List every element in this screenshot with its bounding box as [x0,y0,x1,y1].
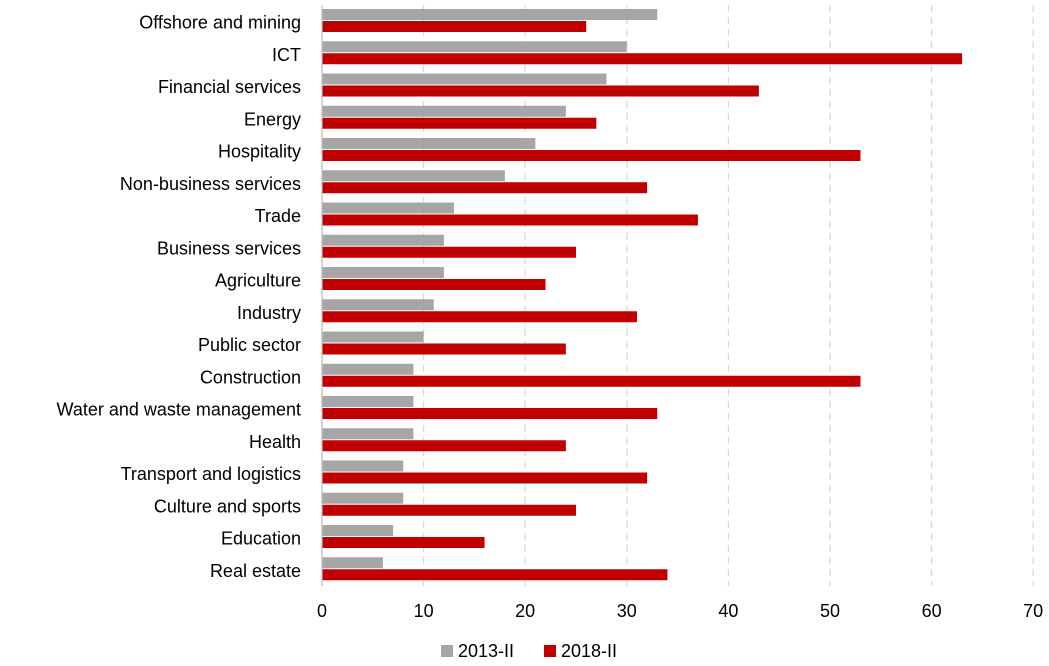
bar-2013-ii-industry [322,299,434,311]
bar-2018-ii-education [322,537,485,548]
bar-2018-ii-transport-and-logistics [322,472,648,484]
category-label-transport-and-logistics: Transport and logistics [121,464,301,484]
bar-2018-ii-energy [322,117,597,129]
bar-2013-ii-business-services [322,234,444,246]
bar-2013-ii-hospitality [322,138,536,149]
legend-label-2013-ii: 2013-II [458,641,514,661]
x-tick-60: 60 [922,601,942,621]
category-label-industry: Industry [237,303,301,323]
bar-2018-ii-financial-services [322,85,759,97]
category-label-construction: Construction [200,367,301,387]
category-labels: Offshore and mining ICT Financial services… [57,13,301,581]
category-label-water-and-waste-management: Water and waste management [57,400,301,420]
category-label-hospitality: Hospitality [218,142,301,162]
bar-2013-ii-real-estate [322,557,383,569]
bar-2018-ii-health [322,440,566,452]
bar-2018-ii-construction [322,375,861,387]
x-tick-0: 0 [317,601,327,621]
bar-2013-ii-ict [322,41,627,53]
category-label-business-services: Business services [157,238,301,258]
bar-2018-ii-culture-and-sports [322,504,576,516]
legend-label-2018-ii: 2018-II [561,641,617,661]
bar-2018-ii-hospitality [322,150,861,161]
category-label-education: Education [221,529,301,549]
legend-swatch-2018-ii [544,645,556,657]
category-label-agriculture: Agriculture [215,271,301,291]
category-label-offshore-and-mining: Offshore and mining [139,13,301,33]
bar-2013-ii-agriculture [322,267,444,278]
x-tick-70: 70 [1023,601,1043,621]
gridlines [422,5,1034,586]
bar-2013-ii-culture-and-sports [322,492,404,504]
category-label-trade: Trade [255,206,301,226]
bar-2013-ii-construction [322,363,414,375]
bar-2013-ii-health [322,428,414,440]
legend-swatch-2013-ii [441,645,453,657]
bar-2013-ii-offshore-and-mining [322,9,658,20]
bar-2013-ii-financial-services [322,73,607,85]
bar-2013-ii-trade [322,202,455,214]
bar-2018-ii-non-business-services [322,182,648,194]
category-label-energy: Energy [244,109,301,129]
bar-2018-ii-water-and-waste-management [322,408,658,419]
category-label-culture-and-sports: Culture and sports [154,496,301,516]
legend: 2013-II 2018-II [441,641,617,661]
category-label-real-estate: Real estate [210,561,301,581]
x-tick-10: 10 [414,601,434,621]
bar-2013-ii-public-sector [322,331,424,343]
bar-2013-ii-energy [322,105,566,117]
x-tick-50: 50 [820,601,840,621]
bar-2018-ii-trade [322,214,698,226]
x-tick-labels: 0 10 20 30 40 50 60 70 [317,601,1043,621]
bars [322,9,963,581]
category-label-health: Health [249,432,301,452]
bar-2013-ii-non-business-services [322,170,505,182]
x-tick-20: 20 [515,601,535,621]
bar-2018-ii-offshore-and-mining [322,21,587,32]
bar-2013-ii-education [322,525,394,536]
bar-2018-ii-industry [322,311,637,323]
category-label-ict: ICT [272,45,301,65]
category-label-public-sector: Public sector [198,335,301,355]
bar-2018-ii-public-sector [322,343,566,355]
bar-2018-ii-business-services [322,246,576,258]
bar-2013-ii-water-and-waste-management [322,396,414,407]
bar-2018-ii-agriculture [322,279,546,290]
category-label-financial-services: Financial services [158,77,301,97]
bar-2018-ii-real-estate [322,569,668,581]
bar-2013-ii-transport-and-logistics [322,460,404,472]
bar-2018-ii-ict [322,53,963,65]
x-tick-40: 40 [718,601,738,621]
x-tick-30: 30 [617,601,637,621]
category-label-non-business-services: Non-business services [120,174,301,194]
